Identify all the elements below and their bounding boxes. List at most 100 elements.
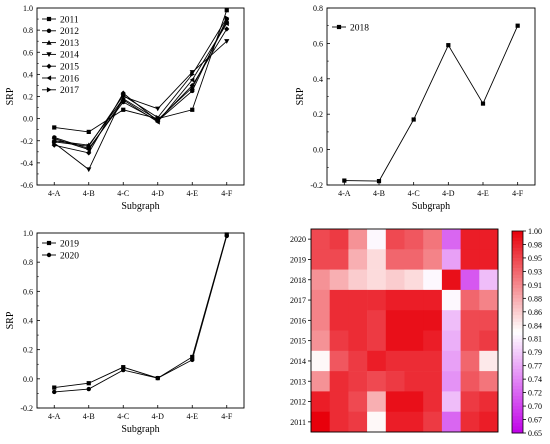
colorbar-segment [512,338,523,343]
x-tick-label: 4-A [48,189,61,198]
legend-label: 2020 [60,251,79,261]
colorbar-segment [512,355,523,360]
heatmap-cell [367,330,387,352]
colorbar-segment [512,291,523,296]
colorbar-segment [512,332,523,336]
heatmap-cell [441,391,461,412]
y-tick-label: 0.4 [23,317,33,326]
colorbar-segment [512,288,523,292]
row-label: 2020 [290,235,306,244]
y-tick-label: -0.2 [20,404,33,413]
y-tick-label: 0.4 [313,75,323,84]
y-tick-label: 0.8 [313,4,323,13]
legend-marker [46,16,52,22]
heatmap-cell [329,350,349,372]
colorbar-segment [512,402,523,407]
y-tick-label: 0.8 [23,258,33,267]
data-point-2014 [155,106,161,112]
heatmap-cell [479,371,499,392]
heatmap-cell [404,391,424,412]
data-point-2011 [224,8,229,13]
colorbar-segment [512,375,523,380]
data-point-2020 [121,367,126,373]
x-tick-label: 4-A [338,189,351,198]
colorbar-segment [512,264,523,269]
heatmap-cell [348,411,368,433]
heatmap-cell [404,289,424,311]
heatmap-cell [329,310,349,331]
colorbar-segment [512,342,523,346]
colorbar-frame [511,230,524,434]
data-point-2011 [86,129,91,134]
series-line-2013 [54,21,228,146]
heatmap-cell [423,350,443,372]
legend-label: 2018 [350,23,369,33]
row-label: 2016 [290,316,306,325]
colorbar-segment [512,241,523,245]
y-tick-label: 0.2 [23,346,33,355]
x-tick-label: 4-C [117,412,129,421]
heatmap-frame [310,228,499,433]
heatmap-cell [311,330,330,352]
colorbar-tick-label: 0.79 [528,348,542,357]
data-point-2016 [86,146,91,153]
heatmap-cell [329,229,349,250]
heatmap-cell [460,371,480,392]
series-line-2011 [54,10,228,133]
colorbar-tick-label: 0.72 [528,389,542,398]
x-tick-label: 4-C [408,189,420,198]
colorbar-segment [512,234,523,239]
x-tick-label: 4-C [117,189,129,198]
heatmap-cell [479,310,499,331]
series-line-2015 [54,28,228,154]
data-point-2011 [52,125,57,130]
heatmap-cell [311,269,330,291]
colorbar-segment [512,362,523,367]
x-tick-label: 4-B [83,412,95,421]
legend-label: 2016 [60,74,79,84]
heatmap-cell [348,371,368,392]
x-tick-label: 4-E [477,189,489,198]
heatmap-cell [367,229,387,250]
legend-label: 2012 [60,27,79,37]
colorbar-segment [512,389,523,393]
data-point-2017 [224,15,230,21]
data-point-2017 [121,92,126,99]
legend-marker [46,252,52,258]
data-point-2017 [86,143,92,149]
heatmap-cell [404,330,424,352]
heatmap-cell [329,411,349,433]
data-point-2011 [121,107,126,112]
heatmap-cell [348,289,368,311]
colorbar-segment [512,311,523,316]
heatmap-cell [441,229,461,250]
heatmap-cell [479,249,499,270]
heatmap-cell [367,249,387,270]
series-line-2020 [54,235,228,393]
colorbar-segment [512,328,523,333]
series-line-2014 [53,40,228,171]
y-tick-label: 0.6 [23,48,33,57]
heatmap-cell [404,350,424,372]
heatmap-cell [348,310,368,331]
colorbar-segment [512,429,523,434]
data-point-2019 [121,365,126,370]
heatmap-cell [385,310,405,331]
colorbar-segment [512,261,523,266]
colorbar-segment [512,348,523,353]
heatmap-cell [479,229,499,250]
data-point-2020 [52,389,57,395]
data-point-2015 [224,26,230,32]
colorbar-segment [512,352,523,356]
legend-label: 2017 [60,86,79,96]
data-point-2014 [86,167,92,173]
heatmap-cell [367,269,387,291]
colorbar-segment [512,419,523,424]
heatmap-cell [311,411,330,433]
plot-frame [326,7,536,186]
colorbar-tick-label: 0.91 [528,281,542,290]
colorbar-segment [512,278,523,282]
colorbar-segment [512,318,523,323]
heatmap-cell [329,289,349,311]
